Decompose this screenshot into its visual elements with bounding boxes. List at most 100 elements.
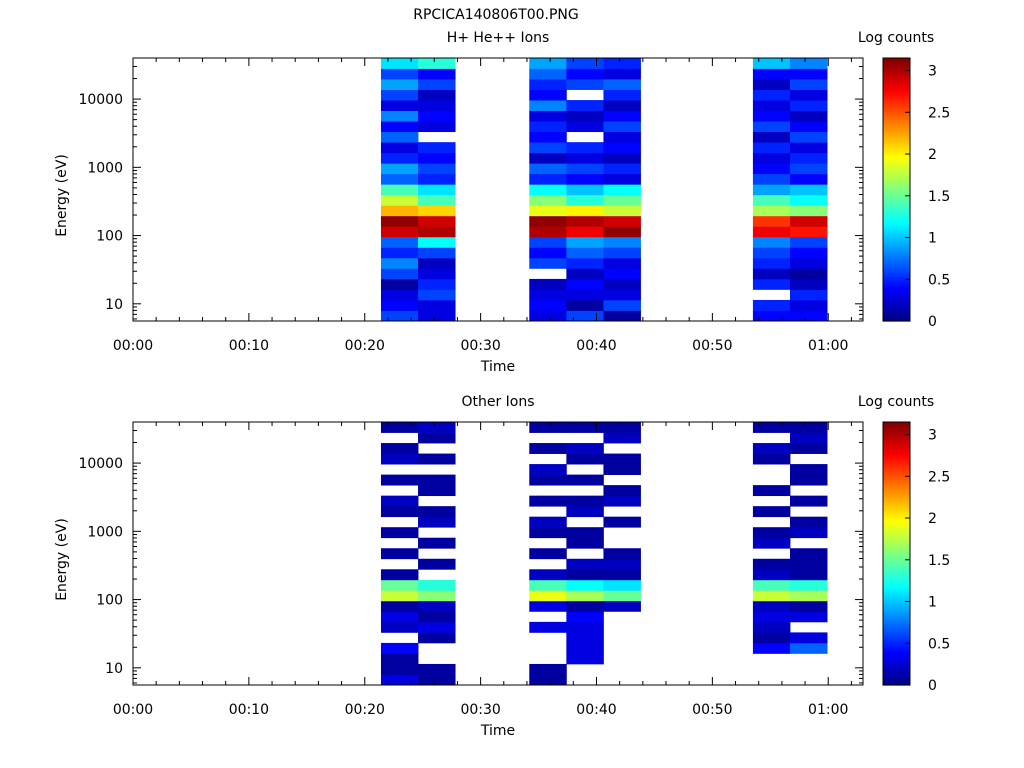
x-tick-label: 00:10 — [229, 338, 269, 354]
heatmap-cell — [752, 422, 791, 433]
colorbar-step — [883, 104, 910, 107]
heatmap-cell — [566, 527, 604, 539]
x-tick-label: 01:00 — [808, 702, 848, 718]
heatmap-cell — [566, 299, 604, 311]
heatmap-cell — [566, 100, 604, 111]
colorbar-step — [883, 623, 910, 627]
heatmap-cell — [566, 611, 604, 623]
colorbar-step — [883, 255, 910, 259]
heatmap-cell — [603, 247, 641, 259]
heatmap-cell — [380, 600, 419, 612]
heatmap-cell — [529, 474, 567, 486]
heatmap-cell — [566, 632, 604, 644]
colorbar-step — [883, 147, 910, 151]
heatmap-cell — [603, 495, 641, 507]
colorbar-step — [883, 130, 910, 134]
colorbar-step — [883, 542, 910, 546]
heatmap-cell — [529, 79, 567, 90]
heatmap-cell — [603, 236, 641, 248]
heatmap-cell — [603, 569, 641, 581]
colorbar-step — [883, 244, 910, 248]
heatmap-cell — [380, 590, 419, 602]
colorbar-tick-label: 1 — [928, 231, 937, 247]
colorbar-step — [883, 649, 910, 653]
colorbar-step — [883, 676, 910, 680]
heatmap-cell — [752, 247, 791, 259]
heatmap-cell — [790, 89, 828, 101]
colorbar-step — [883, 617, 910, 620]
heatmap-cell — [529, 257, 567, 269]
heatmap-cell — [566, 173, 604, 185]
heatmap-cell — [380, 422, 419, 433]
heatmap-cells — [380, 422, 828, 686]
colorbar-step — [883, 211, 910, 215]
heatmap-cell — [603, 310, 641, 322]
colorbar-step — [883, 577, 910, 581]
colorbar-step — [883, 625, 910, 629]
heatmap-cell — [566, 278, 604, 290]
heatmap-cell — [529, 194, 567, 206]
heatmap-cell — [752, 632, 791, 644]
colorbar-step — [883, 432, 910, 436]
colorbar-step — [883, 143, 910, 147]
colorbar-step — [883, 597, 910, 601]
heatmap-cell — [603, 278, 641, 290]
colorbar-step — [883, 579, 910, 583]
colorbar-step — [883, 222, 910, 226]
colorbar-step — [883, 75, 910, 79]
heatmap-cell — [752, 68, 791, 80]
colorbar-step — [883, 538, 910, 541]
heatmap-cell — [790, 548, 828, 560]
heatmap-cell — [418, 590, 456, 602]
heatmap-cell — [418, 453, 456, 465]
heatmap-cell — [603, 299, 641, 311]
colorbar-step — [883, 448, 910, 452]
colorbar-step — [883, 95, 910, 99]
colorbar-step — [883, 457, 910, 460]
heatmap-cell — [603, 194, 641, 206]
heatmap-cell — [603, 205, 641, 217]
heatmap-cell — [529, 663, 567, 675]
heatmap-cell — [790, 558, 828, 570]
heatmap-cell — [380, 278, 419, 290]
heatmap-cell — [418, 268, 456, 280]
heatmap-cell — [790, 79, 828, 90]
colorbar-step — [883, 568, 910, 572]
colorbar-step — [883, 581, 910, 585]
colorbar-step — [883, 316, 910, 320]
colorbar-tick-label: 1 — [928, 595, 937, 611]
heatmap-cell — [529, 310, 567, 322]
colorbar-step — [883, 97, 910, 101]
heatmap-cell — [418, 600, 456, 612]
heatmap-cell — [566, 579, 604, 591]
heatmap-cell — [380, 205, 419, 217]
heatmap-cell — [529, 215, 567, 227]
colorbar-step — [883, 73, 910, 77]
colorbar-step — [883, 299, 910, 302]
heatmap-cell — [790, 611, 828, 623]
colorbar-step — [883, 290, 910, 294]
heatmap-cell — [529, 68, 567, 80]
heatmap-cell — [790, 205, 828, 217]
colorbar-tick-label: 2.5 — [928, 105, 950, 121]
colorbar-step — [883, 634, 910, 638]
heatmap-cell — [529, 548, 567, 560]
heatmap-cell — [566, 422, 604, 433]
colorbar-tick-label: 2.5 — [928, 469, 950, 485]
heatmap-cell — [380, 453, 419, 465]
heatmap-cell — [790, 474, 828, 486]
colorbar-step — [883, 226, 910, 230]
heatmap-cell — [790, 194, 828, 206]
colorbar-step — [883, 505, 910, 509]
heatmap-cell — [603, 142, 641, 154]
colorbar-step — [883, 60, 910, 63]
heatmap-cell — [566, 163, 604, 175]
colorbar-step — [883, 86, 910, 90]
colorbar-step — [883, 628, 910, 631]
heatmap-cell — [418, 257, 456, 269]
heatmap-cell — [380, 289, 419, 301]
heatmap-cell — [418, 163, 456, 175]
heatmap-cell — [790, 299, 828, 311]
colorbar-tick-label: 2 — [928, 147, 937, 163]
heatmap-cell — [380, 268, 419, 280]
